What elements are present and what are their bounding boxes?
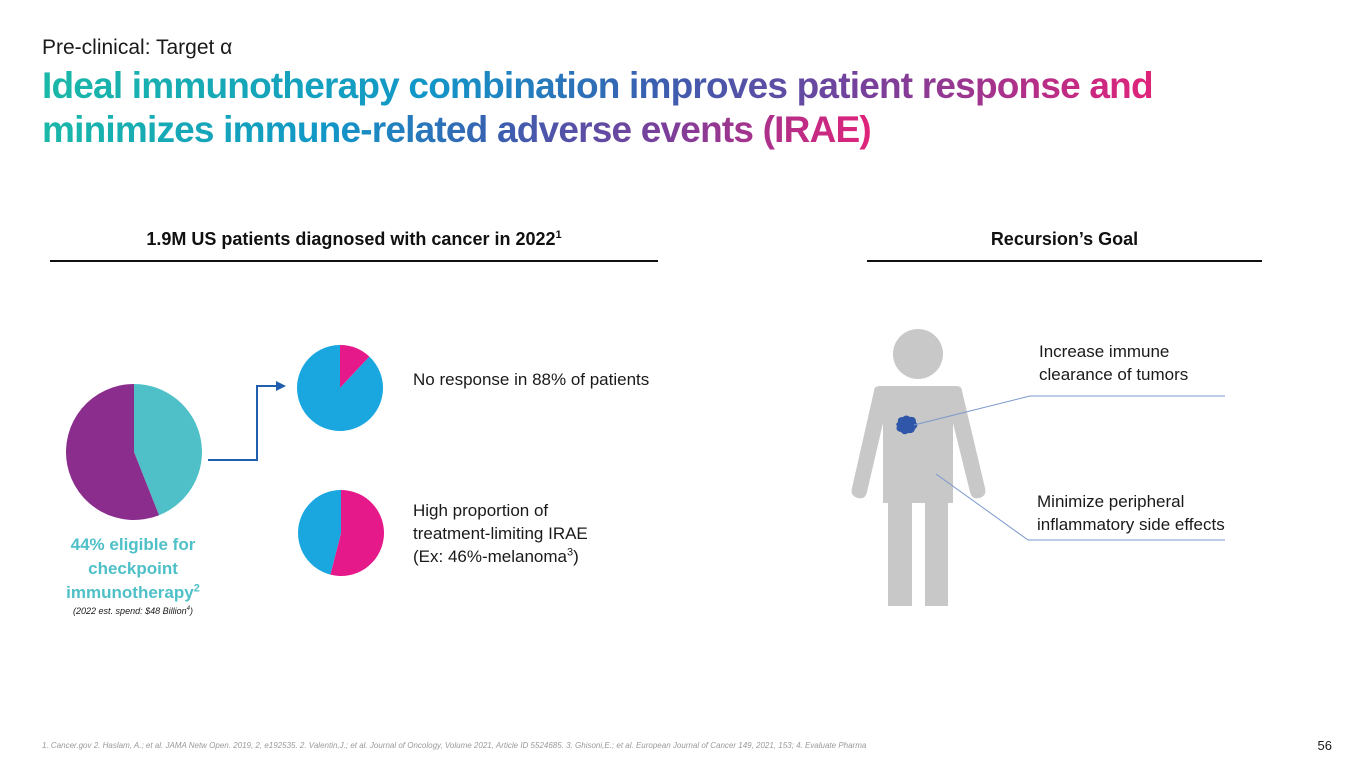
irae-text: High proportion of treatment-limiting IR… bbox=[413, 499, 673, 568]
spend-text: (2022 est. spend: $48 Billion bbox=[73, 606, 187, 616]
eligible-footnote: 2 bbox=[193, 582, 200, 595]
irae-line-2: treatment-limiting IRAE bbox=[413, 524, 588, 543]
spend-footnote: 4 bbox=[186, 606, 190, 612]
irae-pie-slice-0 bbox=[330, 490, 385, 576]
response-pie-slice-1 bbox=[297, 345, 384, 431]
spend-close: ) bbox=[189, 606, 193, 616]
irae-footnote: 3 bbox=[567, 546, 574, 559]
right-panel-heading: Recursion’s Goal bbox=[990, 229, 1139, 249]
irae-line-1: High proportion of bbox=[413, 501, 549, 520]
response-pie-chart bbox=[297, 345, 384, 431]
left-heading-divider bbox=[50, 260, 658, 262]
eligible-label: 44% eligible for checkpoint immunotherap… bbox=[50, 533, 216, 605]
eligible-pie-slice-0 bbox=[134, 384, 202, 516]
irae-pie-chart bbox=[298, 490, 385, 576]
slide-title: Ideal immunotherapy combination improves… bbox=[42, 64, 1202, 152]
slide-title-text: Ideal immunotherapy combination improves… bbox=[42, 65, 1154, 150]
page-number: 56 bbox=[1317, 738, 1332, 753]
irae-line-3-close: ) bbox=[573, 547, 579, 566]
irae-line-3: (Ex: 46%-melanoma3) bbox=[413, 545, 673, 568]
right-heading-divider bbox=[867, 260, 1262, 262]
eyebrow-label: Pre-clinical: Target α bbox=[42, 36, 233, 59]
eligible-pie-slice-1 bbox=[65, 384, 160, 520]
eligible-text: 44% eligible for checkpoint immunotherap… bbox=[66, 535, 196, 602]
spend-note: (2022 est. spend: $48 Billion4) bbox=[50, 606, 216, 616]
human-figure-icon bbox=[851, 329, 986, 606]
left-heading-text: 1.9M US patients diagnosed with cancer i… bbox=[146, 229, 556, 249]
left-heading-footnote: 1 bbox=[555, 229, 562, 241]
eligible-pie-chart bbox=[65, 384, 202, 520]
references-footnote: 1. Cancer.gov 2. Haslam, A.; et al. JAMA… bbox=[42, 741, 867, 750]
tumor-icon bbox=[896, 415, 918, 435]
response-pie-slice-0 bbox=[340, 345, 370, 388]
irae-line-3-text: (Ex: 46%-melanoma bbox=[413, 547, 568, 566]
goal-increase-clearance: Increase immune clearance of tumors bbox=[1039, 342, 1189, 384]
goal-minimize-inflammation: Minimize peripheral inflammatory side ef… bbox=[1037, 492, 1225, 534]
callout-lines bbox=[913, 395, 1225, 541]
no-response-text: No response in 88% of patients bbox=[413, 370, 650, 389]
irae-pie-slice-1 bbox=[298, 490, 341, 575]
connector-arrow-icon bbox=[208, 381, 286, 461]
left-panel-heading: 1.9M US patients diagnosed with cancer i… bbox=[50, 229, 658, 250]
